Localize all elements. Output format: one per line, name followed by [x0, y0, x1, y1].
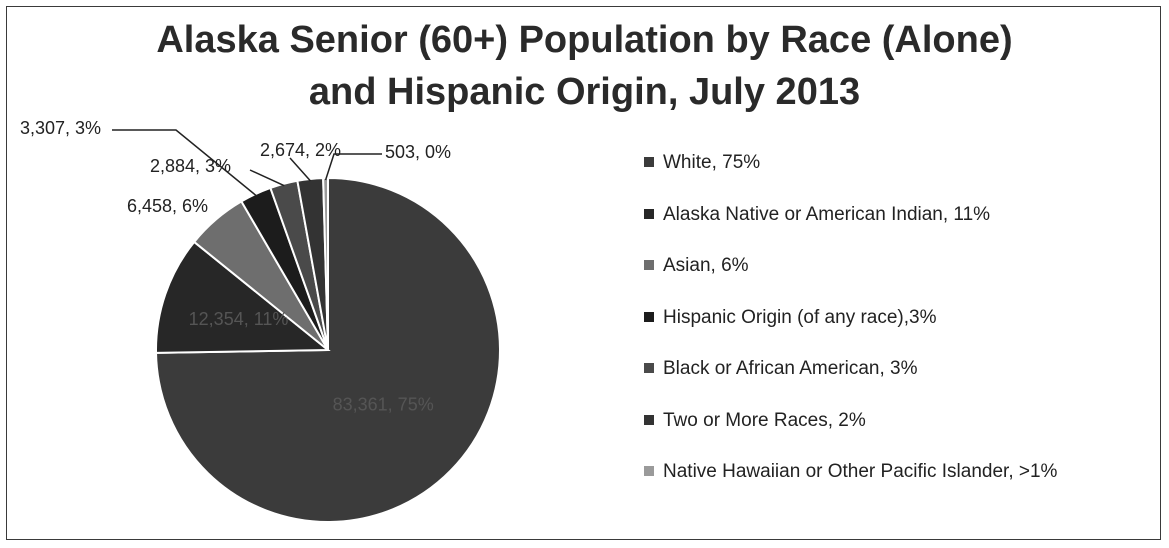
data-label-asian: 6,458, 6% — [127, 196, 208, 216]
legend-swatch-white — [644, 157, 654, 167]
chart-title: Alaska Senior (60+) Population by Race (… — [0, 14, 1169, 118]
legend-item-native-hawaiian: Native Hawaiian or Other Pacific Islande… — [644, 461, 1057, 483]
data-label-native-hawaiian: 503, 0% — [385, 142, 451, 162]
leader-line-two-or-more — [289, 157, 311, 182]
legend-item-hispanic: Hispanic Origin (of any race),3% — [644, 307, 937, 329]
pie-slice-alaska-native — [155, 240, 331, 354]
data-label-alaska-native: 12,354, 11% — [189, 309, 289, 329]
legend-label-asian: Asian, 6% — [663, 255, 749, 276]
leader-line-hispanic — [112, 129, 257, 197]
legend-item-black: Black or African American, 3% — [644, 358, 918, 380]
legend-item-asian: Asian, 6% — [644, 255, 749, 277]
data-label-two-or-more: 2,674, 2% — [260, 140, 341, 160]
legend-swatch-alaska-native — [644, 208, 654, 219]
legend-swatch-hispanic — [644, 311, 654, 322]
legend-label-white: White, 75% — [663, 152, 761, 173]
legend-label-two-or-more: Two or More Races, 2% — [663, 409, 866, 431]
legend-swatch-black — [644, 363, 654, 373]
leader-line-native-hawaiian — [324, 153, 382, 181]
data-label-hispanic: 3,307, 3% — [20, 118, 101, 138]
chart-title-line-1: Alaska Senior (60+) Population by Race (… — [156, 19, 1013, 61]
data-label-black: 2,884, 3% — [150, 156, 231, 176]
legend-swatch-native-hawaiian — [644, 466, 654, 476]
legend-label-hispanic: Hispanic Origin (of any race),3% — [663, 306, 937, 328]
chart-title-line-2: and Hispanic Origin, July 2013 — [308, 71, 861, 113]
legend-item-alaska-native: Alaska Native or American Indian, 11% — [644, 204, 990, 226]
legend-item-two-or-more: Two or More Races, 2% — [644, 410, 866, 432]
legend-label-native-hawaiian: Native Hawaiian or Other Pacific Islande… — [663, 461, 1058, 482]
legend-swatch-two-or-more — [644, 414, 654, 425]
data-label-white: 83,361, 75% — [333, 394, 434, 414]
legend-label-alaska-native: Alaska Native or American Indian, 11% — [663, 203, 991, 225]
legend-item-white: White, 75% — [644, 152, 760, 174]
legend-label-black: Black or African American, 3% — [663, 358, 918, 379]
legend-swatch-asian — [644, 260, 654, 270]
leader-line-black — [249, 169, 285, 187]
